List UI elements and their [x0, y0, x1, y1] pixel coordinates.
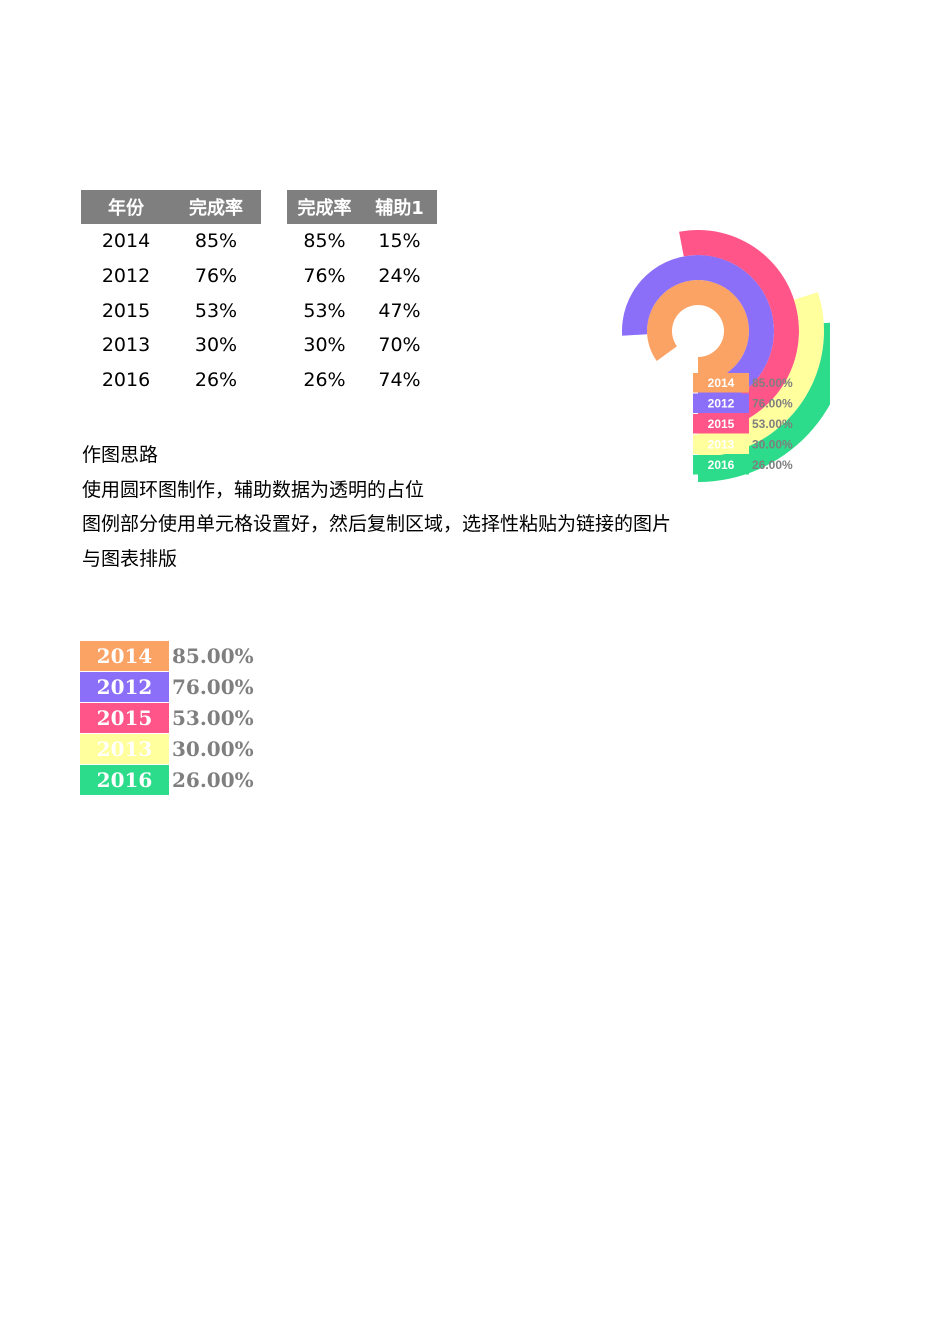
- header-rate: 完成率: [171, 190, 261, 224]
- chart-legend-swatch: [693, 414, 749, 434]
- helper-table: 完成率 辅助1 85% 15% 76% 24% 53% 47% 30% 70% …: [287, 190, 437, 397]
- cell-rate: 26%: [194, 369, 238, 392]
- cell-rate: 53%: [303, 299, 346, 322]
- cell-helper: 47%: [378, 299, 421, 322]
- legend-year: 2016: [80, 765, 169, 795]
- table-row: 85% 15%: [287, 224, 437, 259]
- doughnut-chart: 2014 85.00% 2012 76.00% 2015 53.00% 2013 30.00%…: [622, 230, 830, 482]
- legend-year: 2012: [80, 672, 169, 702]
- table-row: 53% 47%: [287, 293, 437, 328]
- ring-2014: [647, 280, 749, 382]
- chart-legend-year: 2016: [708, 458, 735, 472]
- legend-pct: 53.00%: [172, 706, 254, 730]
- cell-rate: 53%: [194, 299, 238, 322]
- legend-row: 2013 30.00%: [80, 734, 254, 765]
- chart-legend-year: 2015: [708, 417, 735, 431]
- chart-legend-pct: 30.00%: [752, 438, 793, 452]
- cell-year: 2014: [101, 230, 151, 253]
- chart-legend-pct: 26.00%: [752, 458, 793, 472]
- cell-helper: 74%: [378, 369, 421, 392]
- legend-pct: 76.00%: [172, 675, 254, 699]
- table-row: 2015 53%: [81, 293, 261, 328]
- table-row: 30% 70%: [287, 328, 437, 363]
- cell-rate: 26%: [303, 369, 346, 392]
- cell-year: 2012: [101, 265, 151, 288]
- chart-rings: [622, 230, 830, 482]
- note-line: 作图思路: [82, 444, 159, 466]
- cell-helper: 15%: [378, 230, 421, 253]
- chart-legend-year: 2012: [708, 397, 735, 411]
- table-row: 2014 85%: [81, 224, 261, 259]
- chart-legend-pct: 76.00%: [752, 397, 793, 411]
- chart-legend-pct: 53.00%: [752, 417, 793, 431]
- chart-legend: 2014 85.00% 2012 76.00% 2015 53.00% 2013 30.00%…: [693, 373, 793, 475]
- cell-rate: 30%: [303, 334, 346, 357]
- note-line: 图例部分使用单元格设置好，然后复制区域，选择性粘贴为链接的图片: [82, 513, 672, 536]
- legend-year: 2015: [80, 703, 169, 733]
- chart-legend-swatch: [693, 373, 749, 393]
- cell-rate: 85%: [303, 230, 346, 253]
- legend-row: 2015 53.00%: [80, 703, 254, 734]
- header-year: 年份: [81, 190, 171, 224]
- notes: 作图思路 使用圆环图制作，辅助数据为透明的占位 图例部分使用单元格设置好，然后复…: [82, 438, 671, 577]
- cell-rate: 76%: [194, 265, 238, 288]
- cell-helper: 24%: [378, 265, 421, 288]
- legend-pct: 85.00%: [172, 644, 254, 668]
- cell-rate: 76%: [303, 265, 346, 288]
- ring-2015: [679, 230, 799, 432]
- legend-row: 2014 85.00%: [80, 641, 254, 672]
- cell-year: 2015: [101, 299, 151, 322]
- note-line: 与图表排版: [82, 548, 178, 571]
- legend-pct: 26.00%: [172, 768, 254, 792]
- chart-legend-pct: 85.00%: [752, 376, 793, 390]
- table-row: 2013 30%: [81, 328, 261, 363]
- ring-2012: [622, 255, 774, 407]
- table-row: 2016 26%: [81, 363, 261, 398]
- cell-year: 2016: [101, 369, 151, 392]
- chart-legend-swatch: [693, 434, 749, 454]
- table-row: 26% 74%: [287, 363, 437, 398]
- chart-legend-year: 2013: [708, 438, 735, 452]
- legend-pct: 30.00%: [172, 737, 254, 761]
- legend-year: 2014: [80, 641, 169, 671]
- table-row: 2012 76%: [81, 259, 261, 294]
- ring-2016: [698, 322, 830, 482]
- legend-row: 2016 26.00%: [80, 765, 254, 796]
- chart-legend-year: 2014: [708, 376, 735, 390]
- legend-cells: 2014 85.00% 2012 76.00% 2015 53.00% 2013…: [80, 641, 254, 796]
- cell-helper: 70%: [378, 334, 421, 357]
- table-row: 76% 24%: [287, 259, 437, 294]
- header-helper: 辅助1: [362, 190, 437, 224]
- cell-rate: 85%: [194, 230, 238, 253]
- header-rate: 完成率: [287, 190, 362, 224]
- note-line: 使用圆环图制作，辅助数据为透明的占位: [82, 478, 425, 501]
- legend-year: 2013: [80, 734, 169, 764]
- cell-rate: 30%: [194, 334, 238, 357]
- chart-legend-swatch: [693, 455, 749, 475]
- legend-row: 2012 76.00%: [80, 672, 254, 703]
- chart-legend-swatch: [693, 393, 749, 413]
- completion-table: 年份 完成率 2014 85% 2012 76% 2015 53% 2013 3…: [81, 190, 261, 397]
- cell-year: 2013: [101, 334, 151, 357]
